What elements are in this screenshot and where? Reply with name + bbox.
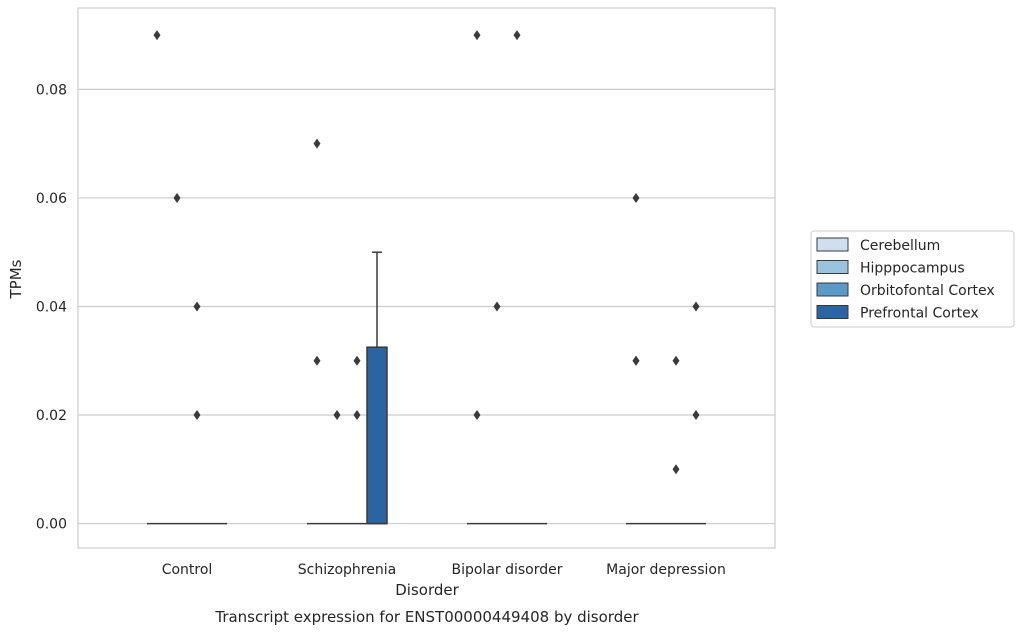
legend-label: Hipppocampus — [860, 261, 965, 277]
box-marks — [147, 30, 706, 525]
outlier-point — [692, 301, 700, 312]
x-axis-label: Disorder — [395, 581, 459, 599]
y-tick-label: 0.06 — [36, 191, 67, 207]
outlier-point — [672, 464, 680, 475]
outlier-point — [493, 301, 501, 312]
plot-background — [78, 8, 775, 548]
legend-label: Orbitofontal Cortex — [860, 283, 995, 299]
outlier-point — [632, 355, 640, 366]
box — [366, 346, 388, 525]
outlier-point — [313, 355, 321, 366]
y-axis-label: TPMs — [7, 259, 25, 299]
outlier-point — [473, 410, 481, 421]
legend-label: Cerebellum — [860, 238, 940, 254]
legend: Cerebellum Hipppocampus Orbitofontal Corte… — [810, 230, 1015, 328]
legend-label: Prefrontal Cortex — [860, 306, 979, 322]
outlier-point — [672, 355, 680, 366]
x-tick-label: Major depression — [606, 562, 726, 578]
x-tick-label: Schizophrenia — [298, 562, 396, 578]
y-tick-label: 0.04 — [36, 299, 67, 315]
outlier-point — [473, 30, 481, 41]
legend-swatch — [816, 237, 849, 252]
outlier-point — [153, 30, 161, 41]
outlier-point — [353, 355, 361, 366]
y-tick-label: 0.08 — [36, 82, 67, 98]
outlier-point — [632, 192, 640, 203]
x-tick-label: Control — [162, 562, 213, 578]
x-tick-label: Bipolar disorder — [451, 562, 562, 578]
chart-caption: Transcript expression for ENST0000044940… — [214, 608, 639, 626]
legend-swatch — [816, 282, 849, 297]
outlier-point — [333, 410, 341, 421]
outlier-point — [692, 410, 700, 421]
legend-swatch — [816, 260, 849, 274]
y-tick-label: 0.02 — [36, 408, 67, 424]
outlier-point — [513, 30, 521, 41]
y-tick-labels: 0.00 0.02 0.04 0.06 0.08 — [36, 82, 67, 532]
x-tick-labels: Control Schizophrenia Bipolar disorder Majo… — [162, 562, 726, 578]
plot-frame — [77, 7, 776, 549]
y-tick-label: 0.00 — [36, 517, 67, 533]
outlier-point — [193, 301, 201, 312]
legend-swatch — [816, 305, 849, 319]
legend-frame — [810, 230, 1015, 328]
outlier-point — [353, 410, 361, 421]
outlier-point — [173, 192, 181, 203]
outlier-point — [193, 410, 201, 421]
outlier-point — [313, 138, 321, 149]
